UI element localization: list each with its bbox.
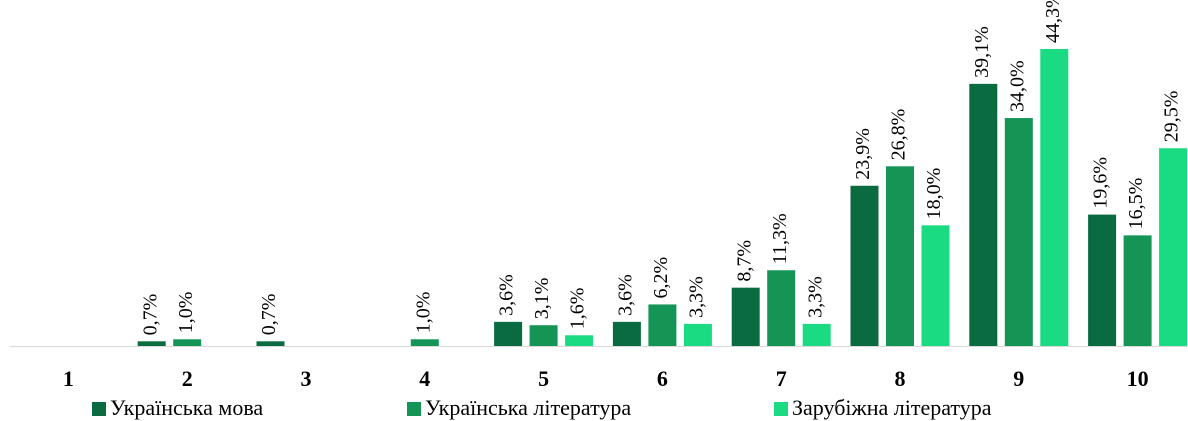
value-label: 0,7% (258, 294, 280, 336)
x-tick-label: 2 (182, 366, 193, 391)
value-label: 3,1% (531, 278, 553, 320)
x-tick-label: 10 (1127, 366, 1149, 391)
bar (256, 341, 285, 346)
value-label: 3,6% (496, 274, 518, 316)
value-label: 23,9% (852, 128, 874, 180)
bar (494, 321, 523, 346)
value-label: 1,0% (412, 292, 434, 334)
bar (173, 339, 202, 346)
value-label: 0,7% (139, 294, 161, 336)
legend-label: Зарубіжна література (792, 395, 992, 420)
value-label: 18,0% (923, 168, 945, 220)
bar (1088, 214, 1117, 346)
legend-label: Українська мова (110, 395, 263, 420)
value-label: 26,8% (888, 109, 910, 161)
value-label: 1,6% (567, 288, 589, 330)
bar (565, 335, 594, 346)
bar (886, 166, 914, 346)
bar (612, 321, 641, 346)
bar (1159, 148, 1188, 346)
value-label: 16,5% (1125, 178, 1147, 230)
bar (683, 323, 712, 346)
legend-swatch (92, 402, 106, 416)
bar (529, 325, 558, 346)
value-label: 19,6% (1090, 157, 1112, 209)
x-tick-label: 7 (776, 366, 787, 391)
x-tick-label: 5 (538, 366, 549, 391)
bar (850, 185, 879, 346)
value-label: 3,3% (804, 276, 826, 318)
x-tick-label: 3 (301, 366, 312, 391)
value-label: 11,3% (769, 213, 791, 264)
bar (410, 339, 439, 346)
bar (802, 323, 831, 346)
bar (137, 341, 166, 346)
legend-swatch (774, 402, 788, 416)
value-label: 29,5% (1161, 91, 1183, 143)
value-label: 34,0% (1006, 60, 1028, 112)
x-tick-label: 8 (895, 366, 906, 391)
x-tick-label: 6 (657, 366, 668, 391)
value-label: 1,0% (175, 292, 197, 334)
bar (1123, 235, 1152, 346)
x-tick-label: 4 (419, 366, 430, 391)
bar (767, 270, 796, 346)
bar (921, 225, 950, 346)
value-label: 3,6% (614, 274, 636, 316)
value-label: 39,1% (971, 26, 993, 78)
bar (731, 287, 760, 346)
bar (969, 83, 998, 346)
x-tick-label: 1 (63, 366, 74, 391)
legend-label: Українська література (425, 395, 631, 420)
bar (648, 304, 677, 346)
bar (1040, 49, 1069, 346)
value-label: 8,7% (733, 240, 755, 282)
value-label: 44,3% (1042, 0, 1064, 43)
x-tick-label: 9 (1013, 366, 1024, 391)
bar (1004, 118, 1033, 347)
value-label: 3,3% (685, 276, 707, 318)
value-label: 6,2% (650, 257, 672, 299)
legend-swatch (407, 402, 421, 416)
